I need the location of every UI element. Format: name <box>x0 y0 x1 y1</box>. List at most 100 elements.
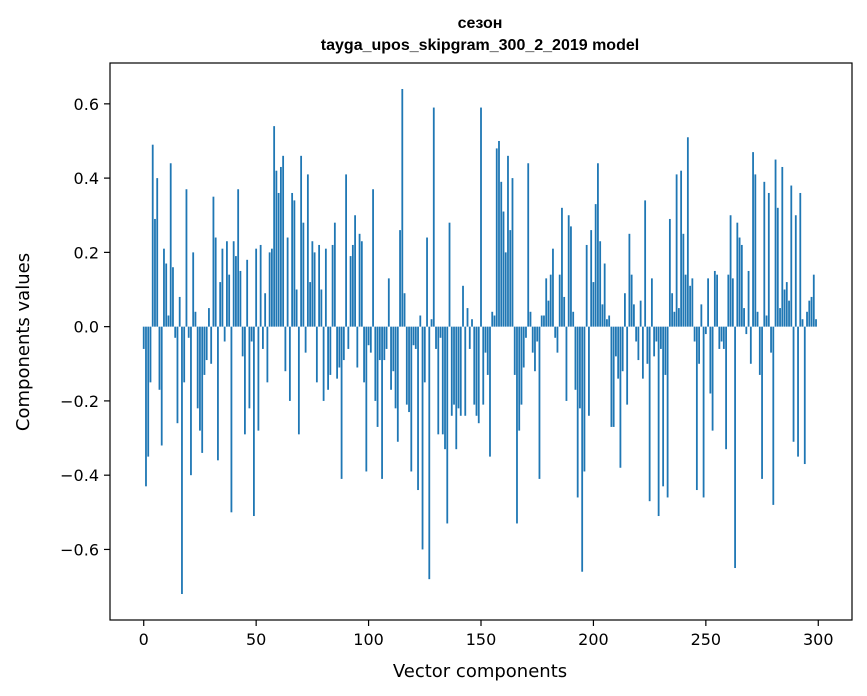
bar <box>810 296 813 327</box>
bar <box>181 326 183 595</box>
bar <box>172 267 174 327</box>
bar <box>262 326 264 349</box>
bar <box>291 192 294 327</box>
bar <box>779 308 781 327</box>
bar <box>437 326 440 435</box>
bar <box>313 252 316 327</box>
x-axis-ticks: 0 50 100 150 200 250 300 <box>139 620 834 649</box>
bar <box>664 326 667 375</box>
bar <box>455 326 458 450</box>
bar <box>264 293 267 327</box>
bar <box>745 326 748 335</box>
bar <box>781 166 784 327</box>
bar <box>668 218 671 327</box>
bar <box>601 304 604 327</box>
bar <box>142 326 145 349</box>
bar <box>414 326 417 349</box>
bar <box>644 200 647 327</box>
bar <box>167 315 170 327</box>
bar <box>718 326 721 349</box>
bar <box>369 326 372 353</box>
y-axis-ticks: −0.6 −0.4 −0.2 0.0 0.2 0.4 0.6 <box>60 95 110 559</box>
bar <box>806 311 808 327</box>
x-tick-label: 200 <box>578 630 609 649</box>
bar <box>606 319 608 327</box>
bar <box>464 326 467 416</box>
bar <box>529 311 532 327</box>
bar <box>675 174 678 327</box>
bar <box>327 326 329 390</box>
bar <box>360 241 363 327</box>
bar <box>320 289 323 327</box>
bar <box>405 326 408 405</box>
bar <box>160 326 163 446</box>
bar <box>259 244 262 327</box>
bar <box>306 174 309 327</box>
bar <box>738 237 741 327</box>
bar <box>610 326 613 427</box>
bar <box>641 326 644 379</box>
bar <box>788 300 790 327</box>
bar <box>504 252 507 327</box>
y-tick-label: 0.6 <box>74 95 99 114</box>
bar <box>208 308 210 327</box>
chart-subtitle: tayga_upos_skipgram_300_2_2019 model <box>321 37 639 54</box>
bar <box>522 326 525 368</box>
bar <box>536 326 539 342</box>
bar <box>275 170 278 327</box>
bar <box>475 326 478 416</box>
bar <box>203 326 206 375</box>
bar <box>579 326 581 409</box>
bar <box>727 274 730 327</box>
bar <box>199 326 201 431</box>
bar <box>713 270 716 327</box>
bar <box>390 326 392 390</box>
x-tick-label: 0 <box>139 630 149 649</box>
bar <box>392 326 395 372</box>
bar <box>394 326 397 409</box>
bar <box>459 326 462 416</box>
bar <box>288 326 291 401</box>
bar <box>462 285 464 327</box>
bar <box>684 274 687 327</box>
bar <box>450 326 453 416</box>
bar <box>486 326 489 375</box>
bar <box>324 248 327 327</box>
bar <box>163 248 165 327</box>
bar <box>237 189 240 327</box>
bar <box>419 315 422 327</box>
bar <box>340 326 343 479</box>
bar <box>731 278 734 327</box>
bar <box>365 326 368 472</box>
bar <box>680 170 683 327</box>
bar <box>423 326 426 383</box>
bar <box>147 326 150 457</box>
bar <box>657 326 660 517</box>
bar <box>453 326 455 405</box>
bar <box>563 296 566 327</box>
bar <box>232 241 235 327</box>
bar <box>513 326 516 375</box>
bar <box>244 326 246 435</box>
bar <box>498 140 500 327</box>
bar <box>626 326 629 405</box>
bar <box>253 326 255 517</box>
bar <box>311 241 314 327</box>
bar <box>700 304 703 327</box>
bar <box>358 233 361 327</box>
bar <box>219 282 222 327</box>
bar <box>273 126 276 327</box>
bar <box>502 211 505 327</box>
bar <box>516 326 518 524</box>
bar <box>599 241 602 327</box>
bar <box>255 248 258 327</box>
bar <box>381 326 383 479</box>
bar <box>149 326 152 383</box>
bar <box>345 174 347 327</box>
bar <box>509 230 512 327</box>
bar <box>648 326 651 502</box>
bar <box>268 252 271 327</box>
bar <box>295 289 298 327</box>
bar <box>444 326 446 450</box>
bar <box>491 311 494 327</box>
